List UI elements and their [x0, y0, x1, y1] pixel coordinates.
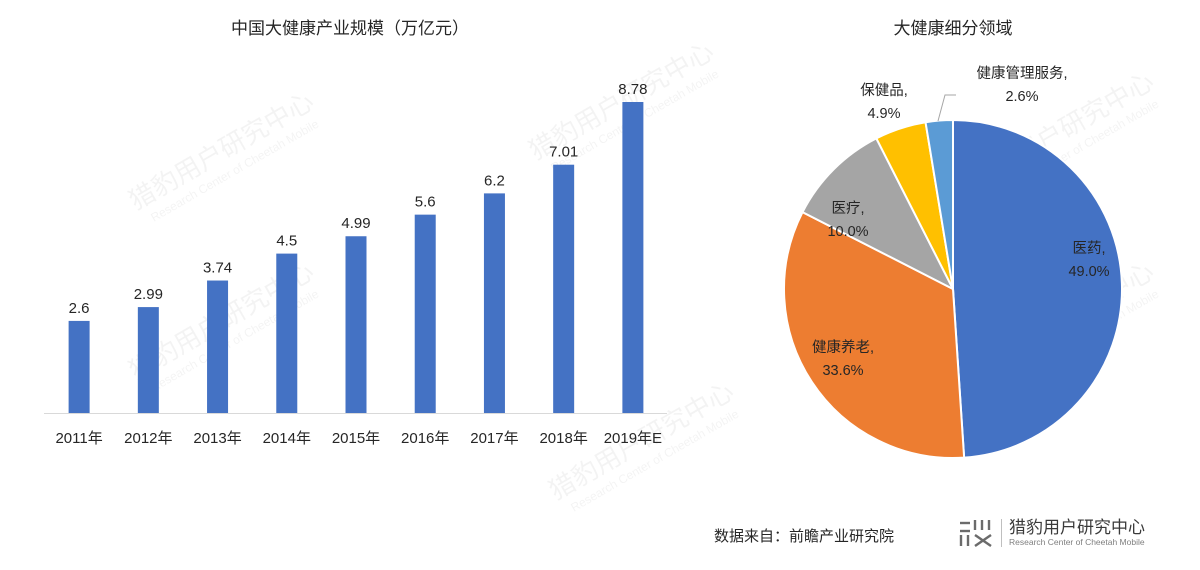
pie-label-percent: 10.0% — [827, 224, 868, 240]
pie-label-name: 保健品, — [860, 82, 908, 99]
pie-slice-健康养老 — [783, 211, 966, 459]
x-axis-tick-label: 2017年 — [470, 430, 518, 447]
pie-label-name: 健康管理服务, — [976, 65, 1067, 82]
pie-label-percent: 4.9% — [867, 106, 900, 122]
brand-name-en: Research Center of Cheetah Mobile — [1009, 536, 1145, 547]
bar-2016年 — [414, 214, 436, 413]
x-axis-tick-label: 2019年E — [604, 430, 662, 447]
bar-2014年 — [276, 253, 298, 413]
x-axis-tick-label: 2014年 — [263, 430, 311, 447]
bar-2015年 — [345, 236, 367, 413]
cheetah-logo-icon — [959, 520, 992, 547]
x-axis-tick-label: 2012年 — [124, 430, 172, 447]
data-source-note: 数据来自：前瞻产业研究院 — [714, 528, 895, 545]
pie-label-name: 医药, — [1072, 240, 1105, 257]
pie-chart-title: 大健康细分领域 — [893, 19, 1013, 38]
bar-2013年 — [207, 280, 229, 413]
bar-value-label: 5.6 — [415, 194, 436, 211]
bar-value-label: 7.01 — [549, 144, 578, 161]
bar-2011年 — [68, 320, 90, 413]
pie-chart: 医药, 49.0% 健康养老, 33.6% 医疗, 10.0% 保健品, 4.9% 健康管理服务… — [783, 65, 1123, 459]
pie-label-percent: 2.6% — [1005, 89, 1038, 105]
bar-value-label: 4.99 — [341, 215, 370, 232]
bar-value-label: 8.78 — [618, 81, 647, 98]
pie-slice-医药 — [952, 119, 1123, 459]
bar-value-label: 2.6 — [69, 300, 90, 317]
bar-2017年 — [483, 193, 505, 413]
bar-chart: 2.6 2011年 2.99 2012年 3.74 2013年 4.5 2014年 4.99 20… — [44, 81, 667, 447]
bar-value-label: 4.5 — [276, 233, 297, 250]
pie-label-percent: 49.0% — [1068, 264, 1109, 280]
pie-label-percent: 33.6% — [822, 363, 863, 379]
x-axis-tick-label: 2018年 — [539, 430, 587, 447]
bar-2018年 — [553, 164, 575, 413]
x-axis-tick-label: 2011年 — [55, 430, 102, 447]
pie-leader-line — [937, 94, 956, 122]
pie-slice-医疗 — [801, 137, 954, 290]
bar-2019年E — [622, 102, 644, 413]
x-axis-tick-label: 2013年 — [193, 430, 241, 447]
brand-logo: 猎豹用户研究中心 Research Center of Cheetah Mobi… — [958, 515, 1145, 551]
bar-chart-title: 中国大健康产业规模（万亿元） — [231, 19, 469, 38]
bar-value-label: 2.99 — [134, 286, 163, 303]
bar-value-label: 3.74 — [203, 260, 232, 277]
pie-slice-健康管理服务 — [924, 119, 954, 290]
brand-name-cn: 猎豹用户研究中心 — [1009, 517, 1145, 537]
bar-value-label: 6.2 — [484, 172, 505, 189]
bar-2012年 — [137, 307, 159, 413]
x-axis-tick-label: 2015年 — [332, 430, 380, 447]
brand-divider — [1001, 519, 1002, 547]
pie-label-name: 医疗, — [831, 200, 864, 217]
pie-label-name: 健康养老, — [812, 339, 874, 356]
x-axis-tick-label: 2016年 — [401, 430, 449, 447]
